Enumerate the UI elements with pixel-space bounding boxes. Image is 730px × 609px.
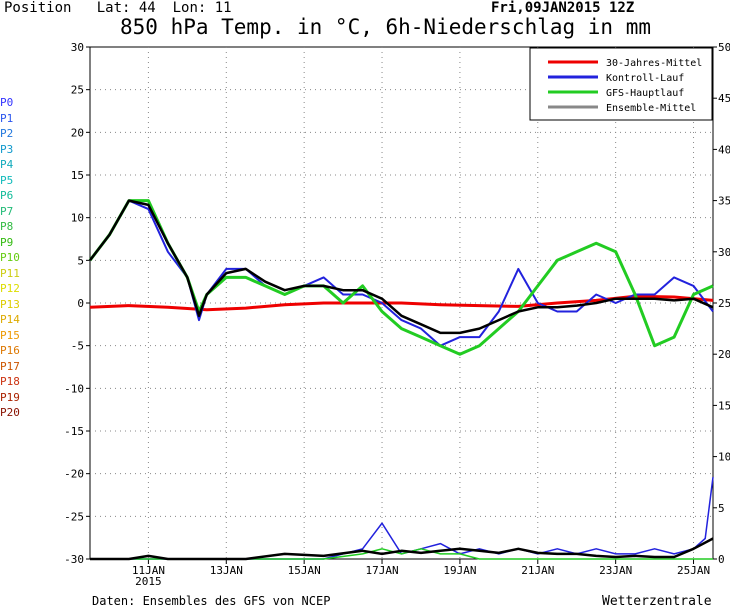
y-right-tick-label: 15 [718,399,730,412]
x-tick-label: 13JAN [210,564,243,577]
y-right-tick-label: 45 [718,92,730,105]
y-left-tick-label: 15 [71,169,84,182]
member-label-p16: P16 [0,344,20,357]
member-label-p20: P20 [0,406,20,419]
member-label-p0: P0 [0,96,14,109]
member-label-p6: P6 [0,189,14,202]
x-tick-label: 11JAN [132,564,165,577]
y-left-tick-label: 20 [71,126,84,139]
member-label-p5: P5 [0,173,14,187]
member-label-p2: P2 [0,127,14,140]
series-line-precip_operational [90,548,713,560]
y-right-tick-label: 40 [718,143,730,156]
y-left-tick-label: -20 [64,468,84,481]
y-right-tick-label: 50 [718,41,730,54]
data-source: Daten: Ensembles des GFS von NCEP [92,594,331,608]
y-right-tick-label: 5 [718,502,725,515]
member-label-p11: P11 [0,266,20,280]
y-left-tick-label: 0 [77,297,84,310]
y-right-tick-label: 20 [718,348,730,361]
legend-entry-label: Ensemble-Mittel [606,103,696,114]
y-left-tick-label: 30 [71,41,84,54]
x-tick-label: 25JAN [677,564,710,577]
y-right-tick-label: 0 [718,553,725,566]
run-date: Fri,09JAN2015 12Z [491,0,635,16]
legend-entry-label: GFS-Hauptlauf [606,88,684,99]
y-right-tick-label: 10 [718,451,730,464]
member-label-p4: P4 [0,158,14,171]
member-label-p18: P18 [0,375,20,388]
latitude-value: Lat: 44 [96,0,156,16]
y-right-tick-label: 25 [718,297,730,310]
position-word: Position [4,0,72,16]
x-tick-label: 19JAN [443,564,476,577]
longitude-value: Lon: 11 [172,0,232,16]
position-label: Position Lat: 44 Lon: 11 [4,0,232,16]
y-left-tick-label: -10 [64,382,84,395]
member-label-p17: P17 [0,359,20,373]
x-tick-label: 15JAN [288,564,321,577]
x-tick-label: 17JAN [365,564,398,577]
member-label-p15: P15 [0,328,20,342]
member-label-p13: P13 [0,297,20,311]
series-line-mean [89,199,714,335]
y-left-tick-label: 25 [71,84,84,97]
member-label-p3: P3 [0,142,14,156]
legend-entry-label: 30-Jahres-Mittel [606,58,702,69]
y-left-tick-label: 5 [77,254,84,267]
series-line-precip_control [90,477,714,560]
member-label-p12: P12 [0,282,20,295]
member-label-p19: P19 [0,390,20,404]
member-label-p9: P9 [0,235,14,249]
member-label-p1: P1 [0,111,14,125]
member-label-p10: P10 [0,251,20,264]
member-label-p14: P14 [0,313,20,326]
legend-entry-label: Kontroll-Lauf [606,73,684,84]
member-label-p7: P7 [0,204,14,218]
series-line-precip_mean [90,537,714,561]
y-left-tick-label: -5 [71,340,84,353]
y-left-tick-label: -15 [64,425,84,438]
x-tick-label: 23JAN [599,564,632,577]
y-left-tick-label: 10 [71,212,84,225]
series-line-operational [88,199,714,356]
brand-name: Wetterzentrale [602,594,712,609]
y-right-tick-label: 30 [718,246,730,259]
x-tick-label: 21JAN [521,564,554,577]
y-left-tick-label: -25 [64,510,84,523]
x-tick-sublabel: 2015 [135,575,162,588]
member-label-p8: P8 [0,220,14,233]
chart-title: 850 hPa Temp. in °C, 6h-Niederschlag in … [120,15,652,39]
y-right-tick-label: 35 [718,195,730,208]
y-left-tick-label: -30 [64,553,84,566]
